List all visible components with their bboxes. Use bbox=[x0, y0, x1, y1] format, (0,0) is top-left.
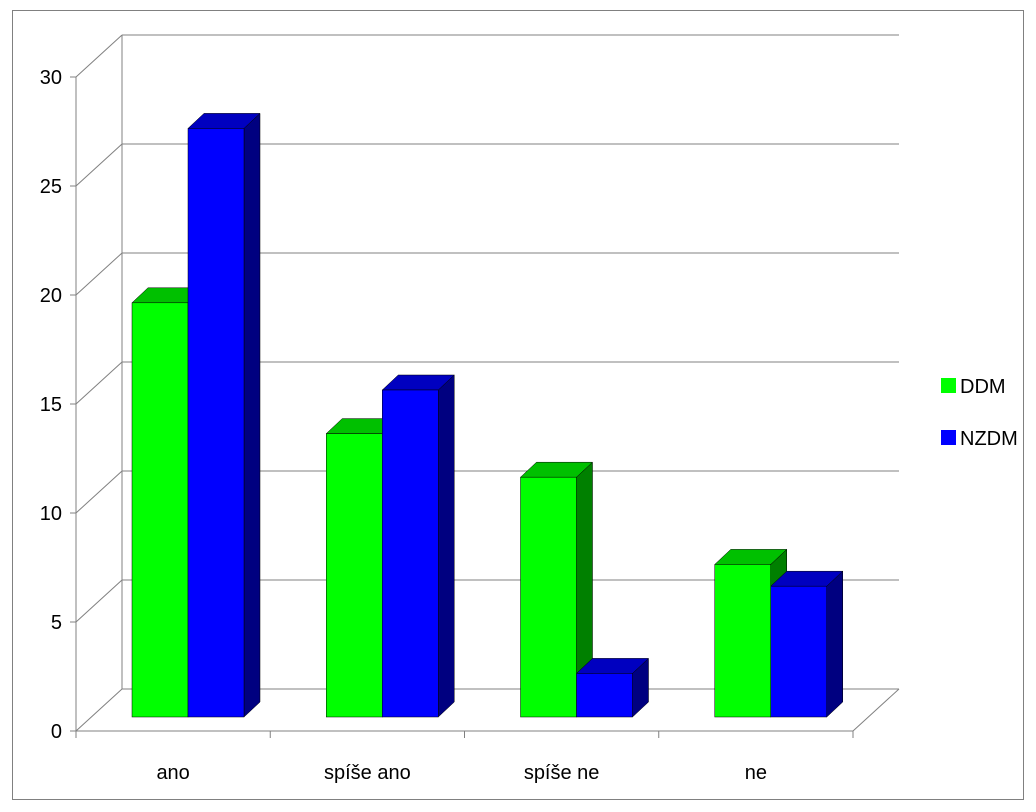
bar-ddm-3 bbox=[519, 461, 594, 718]
bar-side bbox=[243, 112, 261, 718]
bar-front bbox=[131, 302, 189, 718]
x-tick-label: spíše ano bbox=[324, 762, 411, 784]
gridline-diagonal bbox=[75, 470, 123, 514]
gridline-diagonal bbox=[75, 143, 123, 187]
legend-label-nzdm: NZDM bbox=[960, 428, 1018, 450]
bar-front bbox=[576, 673, 633, 718]
legend-swatch-ddm bbox=[941, 378, 956, 393]
y-tick-label: 5 bbox=[51, 612, 62, 634]
gridline-diagonal bbox=[75, 252, 123, 296]
y-tick-label: 20 bbox=[40, 285, 62, 307]
bar-front bbox=[326, 433, 383, 718]
legend-label-ddm: DDM bbox=[960, 376, 1006, 398]
gridline-diagonal bbox=[75, 361, 123, 405]
y-tick-label: 30 bbox=[40, 67, 62, 89]
axes bbox=[70, 35, 900, 738]
y-tick-label: 0 bbox=[51, 721, 62, 743]
bar-front bbox=[714, 564, 771, 718]
legend: DDM NZDM bbox=[941, 376, 1018, 450]
bar-front bbox=[187, 128, 245, 718]
bars bbox=[131, 112, 844, 718]
y-tick-label: 15 bbox=[40, 394, 62, 416]
axis-labels: 0 5 10 15 20 25 30 ano spíše ano spíše ne ne bbox=[40, 67, 767, 784]
bar-side bbox=[826, 570, 843, 718]
bar-nzdm-3 bbox=[575, 657, 650, 718]
x-tick-label: ne bbox=[745, 762, 767, 784]
bar-front bbox=[382, 389, 439, 718]
bar-nzdm-2 bbox=[381, 374, 455, 718]
bar-nzdm-4 bbox=[770, 570, 844, 718]
bar-front bbox=[770, 585, 827, 718]
bar-front bbox=[520, 476, 577, 718]
gridline-diagonal bbox=[75, 688, 123, 732]
x-tick-label: spíše ne bbox=[524, 762, 600, 784]
bar-side bbox=[438, 374, 455, 718]
gridline-diagonal bbox=[75, 34, 123, 78]
floor-right-edge bbox=[852, 688, 900, 732]
legend-swatch-nzdm bbox=[941, 430, 956, 445]
y-tick-label: 25 bbox=[40, 176, 62, 198]
bar-nzdm-1 bbox=[187, 112, 261, 718]
x-tick-label: ano bbox=[156, 762, 189, 784]
y-tick-label: 10 bbox=[40, 503, 62, 525]
gridline-diagonal bbox=[75, 579, 123, 623]
